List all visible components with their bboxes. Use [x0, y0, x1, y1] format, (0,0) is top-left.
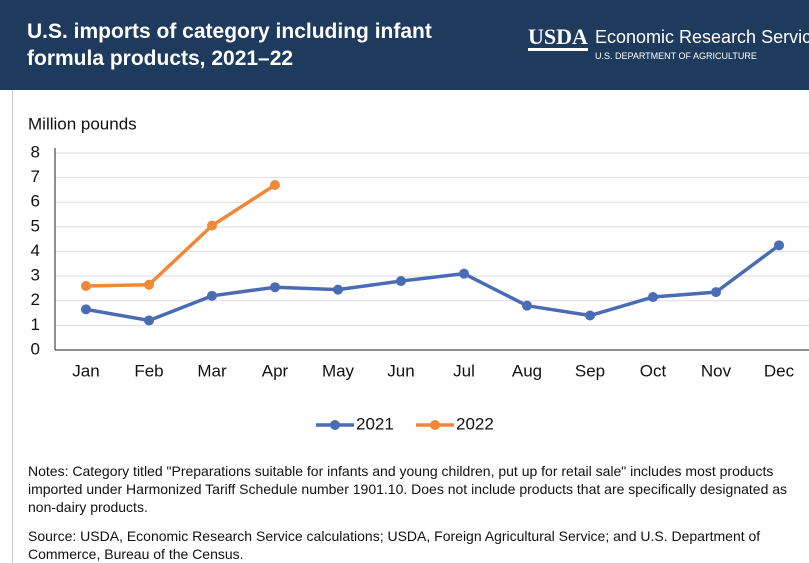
- logo: USDA: [528, 24, 588, 51]
- x-tick-label: Jan: [72, 361, 99, 380]
- y-tick-label: 7: [31, 167, 40, 186]
- point: [333, 284, 343, 295]
- x-tick-label: Apr: [262, 361, 289, 380]
- x-tick-label: Feb: [134, 361, 163, 380]
- y-tick-label: 5: [31, 216, 40, 235]
- x-tick-label: Aug: [512, 361, 542, 380]
- x-tick-label: May: [322, 361, 355, 380]
- y-axis-label: Million pounds: [28, 114, 137, 133]
- x-tick-label: Jul: [453, 361, 475, 380]
- y-tick-label: 0: [31, 339, 40, 358]
- x-tick-label: Dec: [764, 361, 795, 380]
- y-tick-label: 2: [31, 290, 40, 309]
- x-tick-label: Oct: [640, 361, 667, 380]
- legend-dot: [330, 420, 340, 430]
- notes: Notes: Category titled "Preparations sui…: [28, 463, 788, 515]
- x-tick-label: Mar: [197, 361, 227, 380]
- x-tick-label: Nov: [701, 361, 732, 380]
- x-tick-label: Jun: [387, 361, 414, 380]
- point: [81, 280, 91, 291]
- point: [270, 180, 280, 191]
- series-line: [85, 243, 781, 323]
- frame: [12, 90, 809, 563]
- point: [648, 292, 658, 303]
- chart-title: U.S. imports of category including infan…: [27, 20, 432, 70]
- point: [711, 287, 721, 298]
- point: [207, 220, 217, 231]
- y-tick-label: 6: [31, 192, 40, 211]
- point: [81, 304, 91, 315]
- point: [270, 282, 280, 293]
- y-tick-label: 1: [31, 315, 40, 334]
- point: [522, 300, 532, 311]
- x-tick-label: Sep: [575, 361, 605, 380]
- point: [459, 268, 469, 279]
- point: [144, 279, 154, 290]
- header: [0, 0, 809, 90]
- legend-label: 2021: [356, 414, 394, 433]
- y-tick-label: 8: [31, 142, 40, 161]
- point: [774, 240, 784, 251]
- point: [396, 276, 406, 287]
- agency: Economic Research Service: [595, 27, 809, 47]
- legend-dot: [430, 420, 440, 430]
- point: [207, 290, 217, 301]
- chart: Million pounds 0 1 2 3 4 5 6 7 8 Jan Feb Mar Apr May Ju…: [28, 114, 809, 433]
- legend-label: 2022: [456, 414, 494, 433]
- y-tick-label: 4: [31, 241, 40, 260]
- y-tick-label: 3: [31, 266, 40, 285]
- department: U.S. DEPARTMENT OF AGRICULTURE: [595, 51, 757, 61]
- point: [585, 310, 595, 321]
- source: Source: USDA, Economic Research Service …: [28, 528, 761, 562]
- series-line: [85, 183, 276, 288]
- point: [144, 315, 154, 326]
